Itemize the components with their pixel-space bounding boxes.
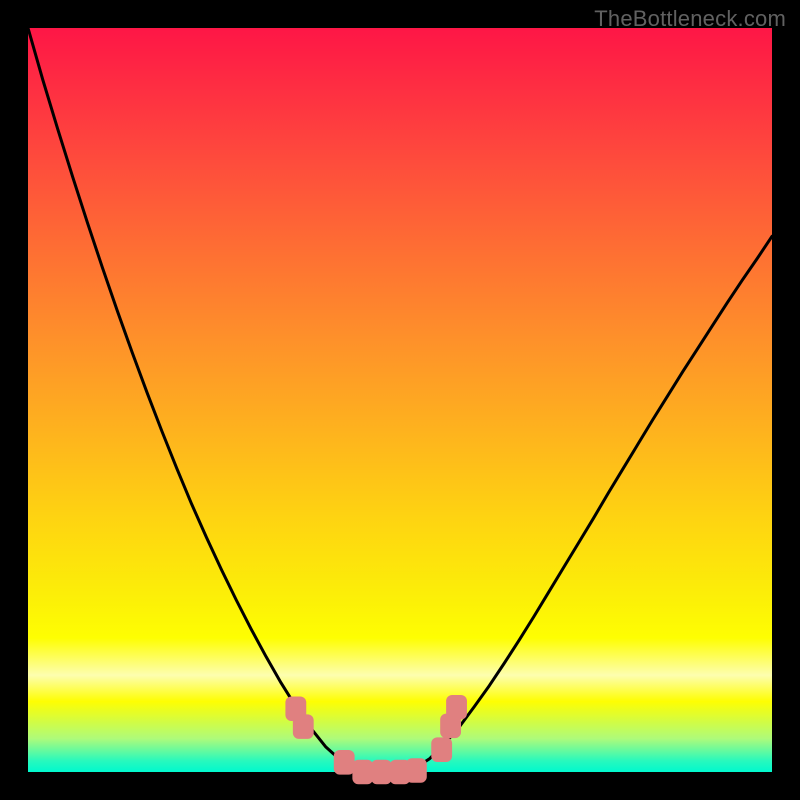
curve-marker: [371, 760, 392, 785]
chart-frame: TheBottleneck.com: [0, 0, 800, 800]
curve-marker: [446, 695, 467, 720]
plot-background: [28, 28, 772, 772]
curve-marker: [406, 758, 427, 783]
curve-marker: [293, 714, 314, 739]
bottleneck-chart: [0, 0, 800, 800]
attribution-text: TheBottleneck.com: [594, 6, 786, 32]
curve-marker: [352, 760, 373, 785]
curve-marker: [431, 737, 452, 762]
curve-marker: [334, 750, 355, 775]
